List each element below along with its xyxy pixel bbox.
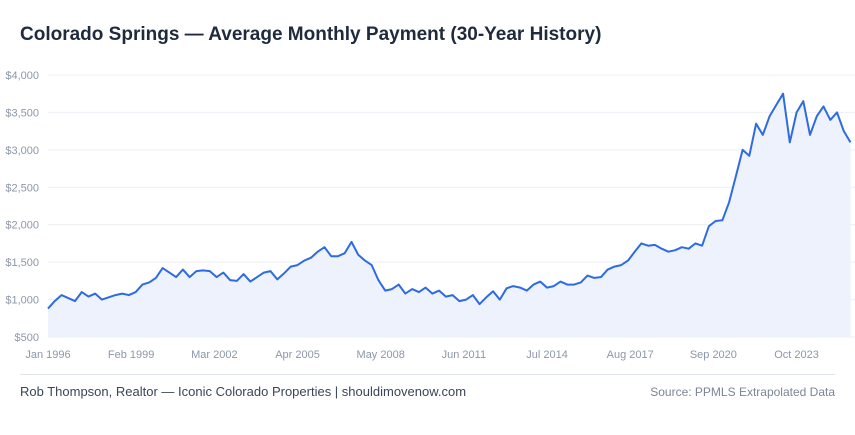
y-axis-tick-labels: $500 $1,000 $1,500 $2,000 $2,500 $3,000 $3,500… bbox=[5, 70, 39, 344]
x-tick-label: Aug 2017 bbox=[607, 349, 654, 361]
y-tick-label: $2,500 bbox=[5, 182, 39, 194]
x-tick-label: Jul 2014 bbox=[526, 349, 568, 361]
footer-source: Source: PPMLS Extrapolated Data bbox=[650, 385, 835, 399]
x-tick-label: Apr 2005 bbox=[275, 349, 320, 361]
y-tick-label: $500 bbox=[15, 332, 39, 344]
y-tick-label: $3,500 bbox=[5, 107, 39, 119]
y-tick-label: $4,000 bbox=[5, 70, 39, 82]
x-tick-label: Mar 2002 bbox=[191, 349, 237, 361]
x-tick-label: Jan 1996 bbox=[25, 349, 70, 361]
footer-credit: Rob Thompson, Realtor — Iconic Colorado … bbox=[20, 384, 467, 399]
x-tick-label: Sep 2020 bbox=[690, 349, 737, 361]
x-tick-label: Jun 2011 bbox=[442, 349, 486, 361]
y-tick-label: $1,000 bbox=[5, 295, 39, 307]
x-tick-label: Oct 2023 bbox=[774, 349, 819, 361]
x-tick-label: May 2008 bbox=[357, 349, 405, 361]
x-axis-tick-labels: Jan 1996 Feb 1999 Mar 2002 Apr 2005 May 2008… bbox=[25, 349, 819, 361]
payment-series-line bbox=[47, 92, 852, 310]
payment-area-fill bbox=[48, 93, 851, 337]
footer-divider bbox=[20, 374, 835, 375]
x-tick-label: Feb 1999 bbox=[108, 349, 154, 361]
y-tick-label: $1,500 bbox=[5, 257, 39, 269]
y-tick-label: $3,000 bbox=[5, 145, 39, 157]
chart-title: Colorado Springs — Average Monthly Payme… bbox=[20, 24, 602, 45]
y-tick-label: $2,000 bbox=[5, 220, 39, 232]
